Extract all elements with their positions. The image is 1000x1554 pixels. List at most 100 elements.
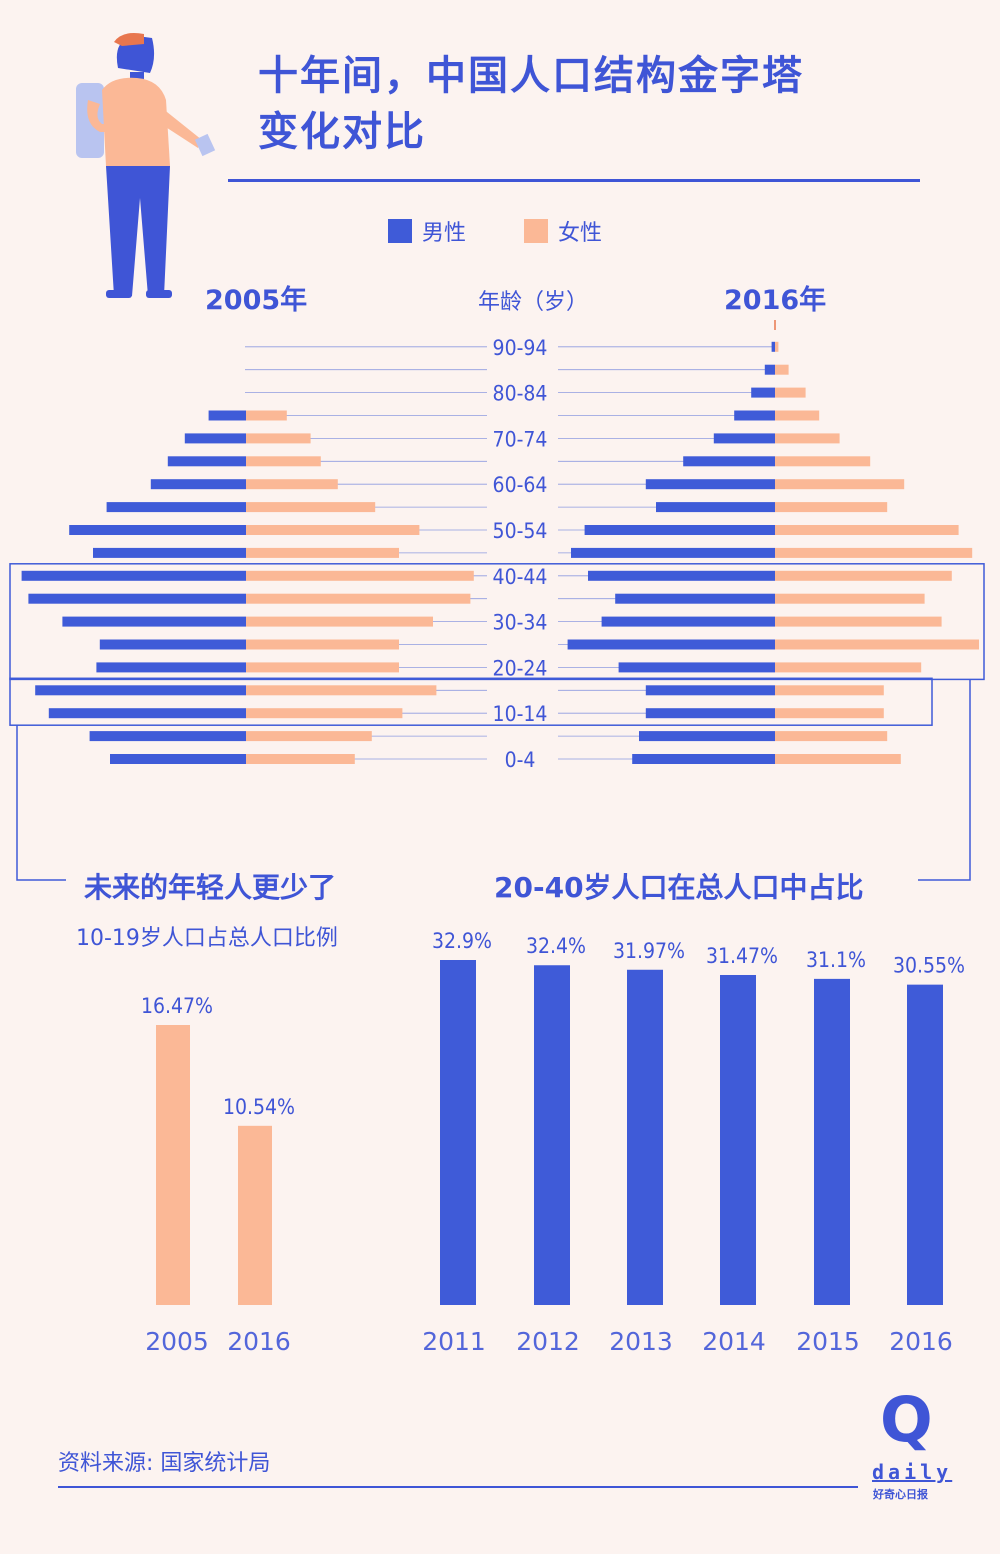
bar-2016-female — [775, 456, 871, 467]
phone-icon — [194, 133, 216, 157]
adult-share-bar — [907, 984, 943, 1305]
bar-2016-female — [775, 547, 973, 558]
age-axis-title: 年龄（岁） — [478, 290, 589, 315]
adult-share-year-label: 2015 — [796, 1327, 860, 1356]
legend-female-label: 女性 — [558, 221, 603, 246]
bar-2005-female — [246, 662, 399, 673]
youth-share-bar — [156, 1025, 190, 1305]
age-tick-label: 80-84 — [493, 382, 548, 406]
adult-share-value-label: 30.55% — [893, 954, 965, 978]
bar-2005-male — [110, 754, 246, 764]
bar-2016-male — [645, 479, 775, 490]
bar-2005-male — [69, 525, 246, 535]
legend-male: 男性 — [388, 215, 466, 247]
adult-share-year-label: 2011 — [422, 1327, 486, 1356]
bar-2005-female — [246, 685, 437, 696]
bar-2016-male — [645, 685, 775, 696]
bar-2016-male — [734, 410, 775, 421]
bar-2005-female — [246, 616, 433, 627]
legend-male-swatch — [388, 219, 412, 243]
pyramid-left-year: 2005年 — [205, 285, 308, 316]
age-tick-label: 30-34 — [493, 611, 548, 635]
youth-share-year-label: 2016 — [227, 1327, 291, 1356]
connector-right — [918, 679, 971, 881]
age-tick-label: 0-4 — [505, 748, 536, 772]
logo-tagline: 好奇心日报 — [873, 1488, 928, 1501]
adult-share-bar — [440, 960, 476, 1305]
highlight-20-40-box — [9, 563, 985, 681]
bar-2016-male — [639, 731, 775, 742]
bar-2016-male — [764, 364, 775, 375]
bar-2016-female — [775, 433, 840, 444]
bar-2005-female — [246, 708, 403, 719]
page-title-line-1: 十年间，中国人口结构金字塔 — [258, 53, 804, 99]
bar-2005-male — [21, 570, 246, 581]
bar-2005-male — [99, 639, 246, 650]
adult-share-value-label: 31.97% — [613, 939, 685, 963]
bar-2016-male — [713, 433, 775, 444]
bar-2016-female — [775, 364, 789, 375]
bar-2016-female — [775, 685, 884, 696]
bar-2005-male — [167, 456, 246, 467]
bar-2016-male — [588, 570, 775, 581]
age-tick-label: 70-74 — [493, 427, 548, 451]
bar-2005-female — [246, 456, 321, 467]
bar-2005-female — [246, 433, 311, 444]
bar-2016-male — [751, 387, 775, 398]
bar-2016-female — [775, 387, 806, 398]
bar-2016-female — [775, 479, 905, 490]
bar-2005-male — [62, 616, 247, 627]
adult-share-value-label: 32.4% — [526, 934, 586, 958]
legend-male-label: 男性 — [422, 221, 467, 246]
youth-share-year-label: 2005 — [145, 1327, 209, 1356]
age-tick-label: 50-54 — [493, 519, 548, 543]
adult-share-bar — [627, 969, 663, 1305]
source-note: 资料来源: 国家统计局 — [58, 1451, 271, 1476]
adult-share-year-label: 2013 — [609, 1327, 673, 1356]
bar-2016-male — [683, 456, 775, 467]
bar-2016-female — [775, 570, 952, 581]
person-illustration — [76, 33, 216, 298]
adult-share-year-label: 2012 — [516, 1327, 580, 1356]
bar-2016-female — [775, 639, 979, 650]
age-tick-label: 20-24 — [493, 656, 548, 680]
adult-share-bar — [720, 974, 756, 1305]
bar-2016-female — [775, 662, 922, 673]
age-tick-label: 60-64 — [493, 473, 548, 497]
adult-share-year-label: 2016 — [889, 1327, 953, 1356]
youth-share-bar — [238, 1125, 272, 1305]
bar-2016-male — [771, 341, 775, 352]
title-divider — [228, 179, 920, 182]
bar-2016-male — [645, 708, 775, 719]
source-divider — [58, 1486, 858, 1488]
bar-2016-female — [775, 525, 959, 535]
bar-2005-male — [93, 547, 246, 558]
adult-share-value-label: 32.9% — [432, 929, 492, 953]
bar-2005-male — [89, 731, 246, 742]
bar-2016-female — [775, 341, 779, 352]
bar-2016-male — [632, 754, 775, 764]
adult-share-bar — [814, 978, 850, 1305]
bar-2005-female — [246, 570, 474, 581]
youth-share-value-label: 16.47% — [141, 994, 213, 1018]
bar-2016-male — [615, 593, 775, 604]
bar-2016-female — [775, 731, 888, 742]
bar-2005-male — [96, 662, 247, 673]
bar-2016-male — [601, 616, 775, 627]
bar-2005-female — [246, 410, 287, 421]
bar-2005-female — [246, 502, 376, 513]
bar-2005-female — [246, 525, 420, 535]
adult-share-year-label: 2014 — [702, 1327, 766, 1356]
bar-2016-male — [656, 502, 775, 513]
highlight-10-19-box — [9, 677, 933, 726]
bar-2005-male — [184, 433, 246, 444]
adult-share-value-label: 31.1% — [806, 948, 866, 972]
bar-2016-male — [618, 662, 775, 673]
age-tick-label: 10-14 — [493, 702, 548, 726]
logo-name: daily — [872, 1460, 953, 1484]
bar-2005-male — [48, 708, 246, 719]
youth-share-value-label: 10.54% — [223, 1095, 295, 1119]
bar-2016-female — [775, 754, 901, 764]
